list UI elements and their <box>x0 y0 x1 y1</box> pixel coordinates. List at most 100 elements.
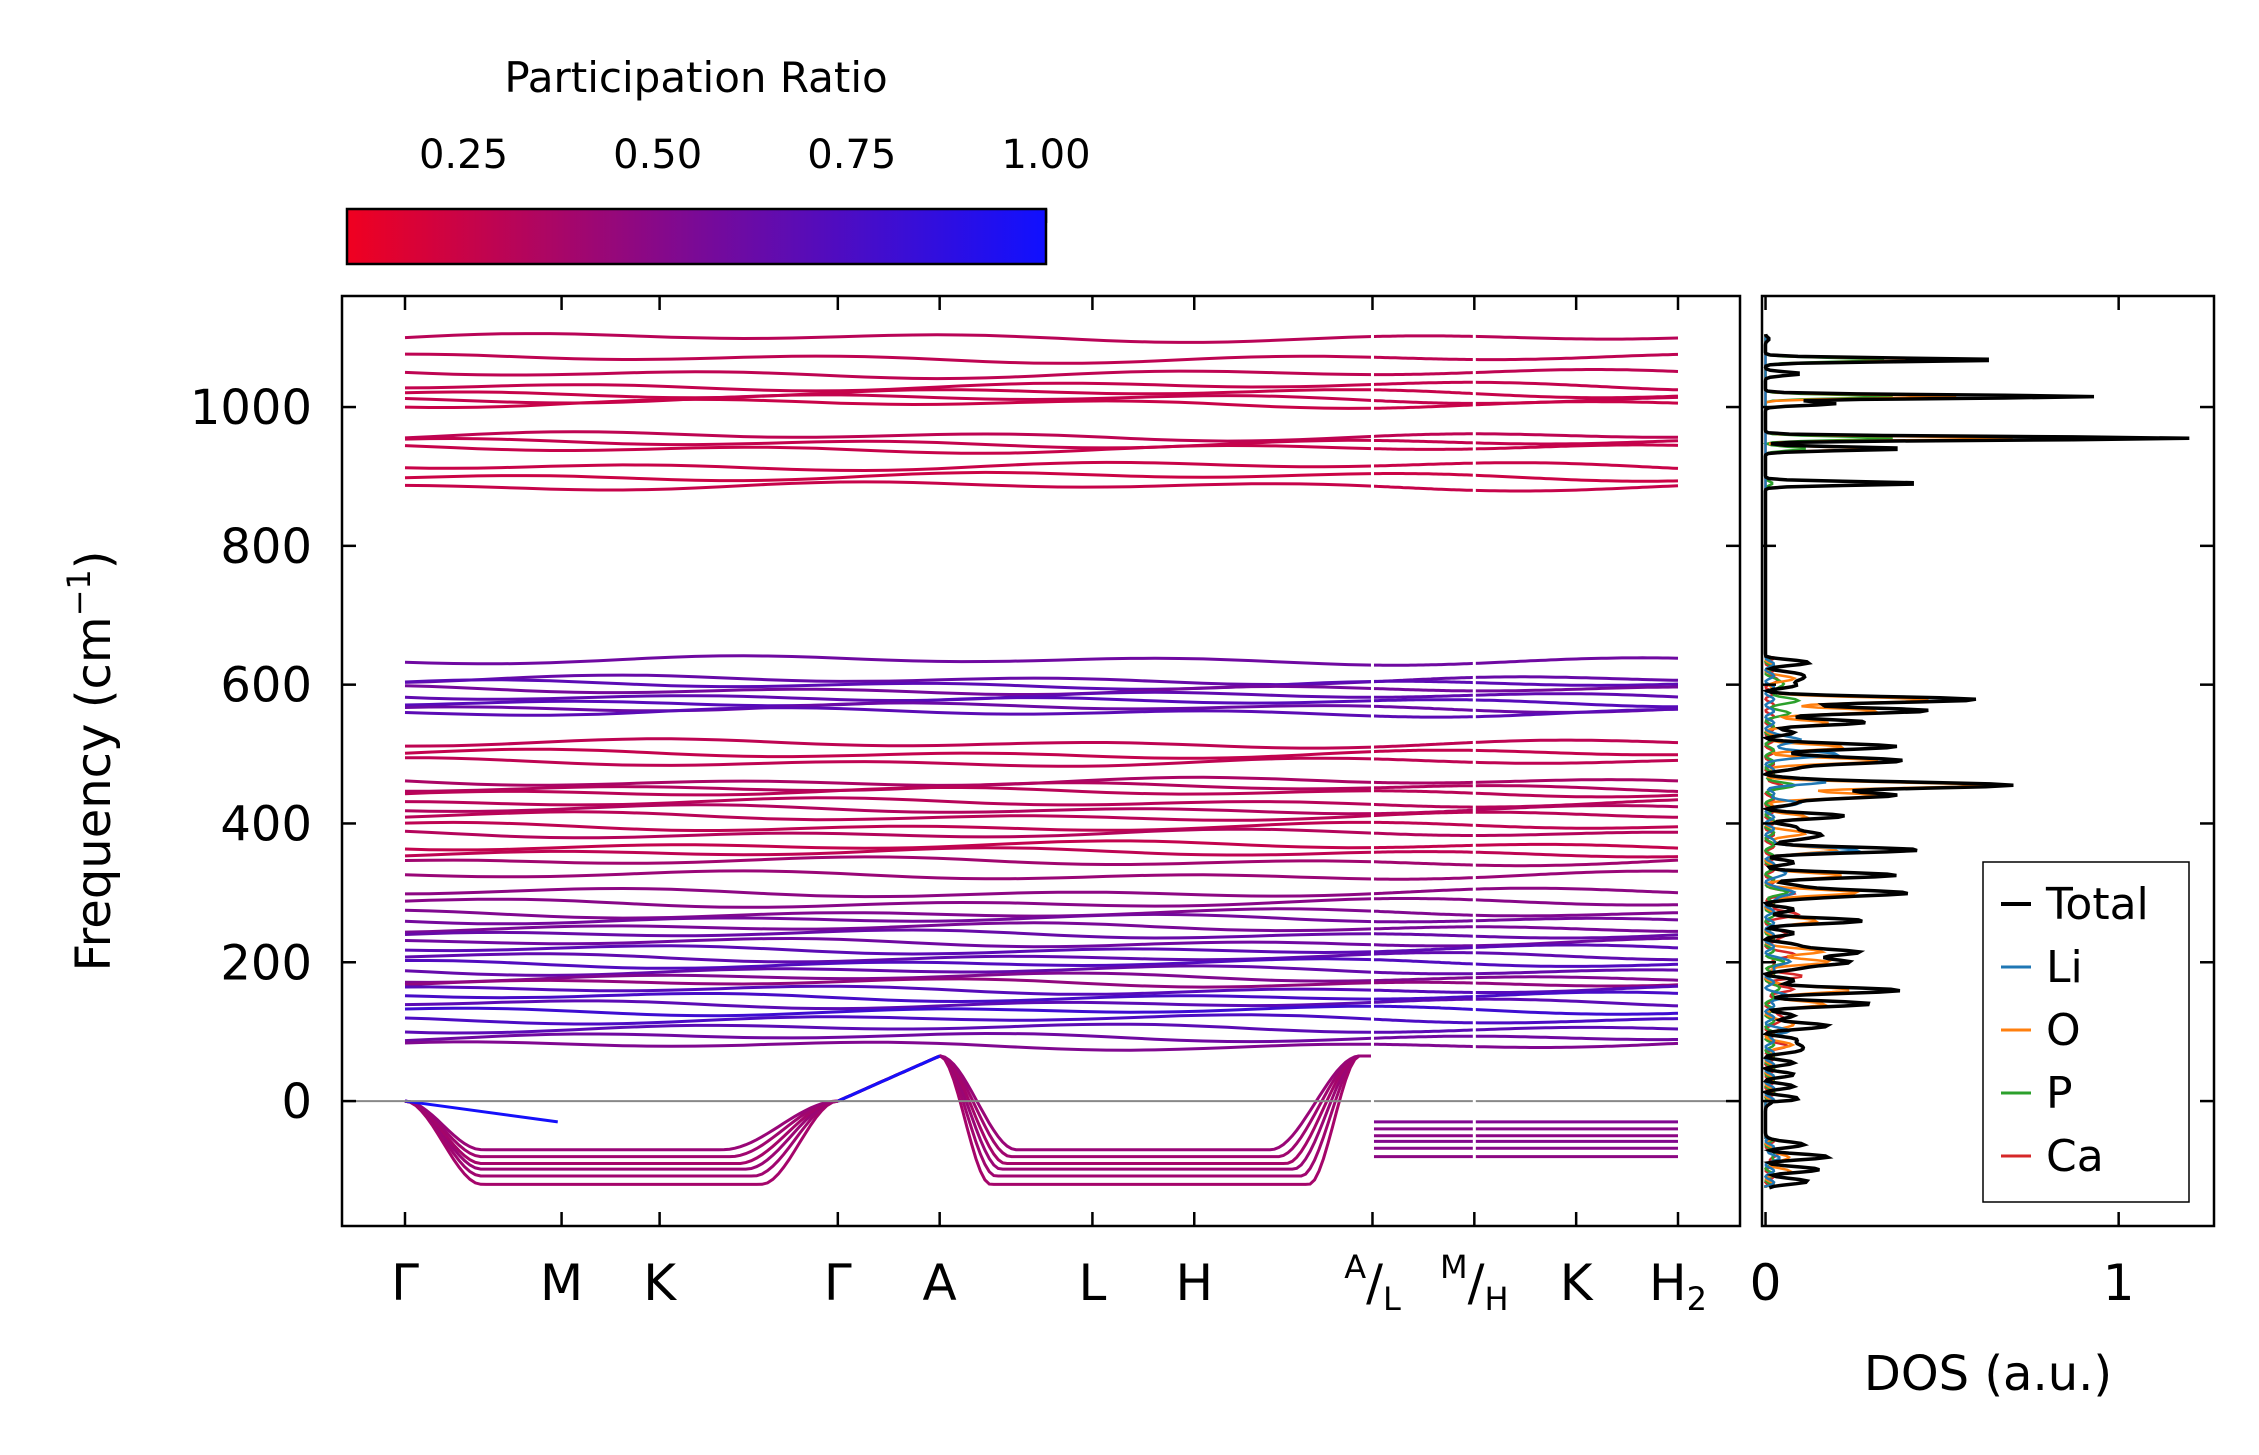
band-line <box>404 1040 1373 1052</box>
band-line <box>1474 432 1678 439</box>
band-line <box>404 796 1373 807</box>
band-line <box>1474 461 1679 470</box>
band-line <box>1372 679 1475 685</box>
kpath-label: A/L <box>1344 1248 1401 1318</box>
band-line <box>1372 876 1475 881</box>
legend-label-o: O <box>2046 1005 2081 1056</box>
kpath-label-sub: L <box>1383 1280 1401 1318</box>
band-line <box>1474 380 1679 392</box>
band-line <box>1474 810 1679 819</box>
y-axis-label-sup: −1 <box>60 569 98 616</box>
kpath-label: K <box>643 1254 677 1312</box>
band-line <box>1372 925 1475 931</box>
acoustic-band-line <box>404 1099 558 1124</box>
band-line <box>1372 399 1475 405</box>
kpath-label-sup: M <box>1440 1248 1468 1286</box>
soft-band-line <box>837 1054 1373 1159</box>
band-line <box>404 1013 1373 1026</box>
band-line <box>404 332 1373 344</box>
band-line <box>1372 946 1475 954</box>
band-line <box>1474 473 1679 483</box>
band-y-ticks: 0 200 400 600 800 1000 <box>190 380 1740 1130</box>
band-line <box>404 846 1373 858</box>
y-tick-label: 1000 <box>190 380 312 436</box>
band-line <box>1372 1004 1475 1011</box>
band-plot-frame <box>340 294 1742 1228</box>
band-line <box>1372 355 1475 361</box>
band-line <box>404 855 1373 866</box>
band-line <box>1474 850 1679 859</box>
band-line <box>1474 692 1679 699</box>
band-line <box>404 907 1373 920</box>
band-line <box>404 756 1373 768</box>
band-line <box>404 397 1373 410</box>
soft-band-line <box>404 1099 838 1165</box>
band-line <box>1372 461 1475 468</box>
band-line <box>1372 438 1475 445</box>
band-line <box>1372 432 1475 438</box>
band-line <box>1372 810 1475 818</box>
band-line <box>1474 886 1679 895</box>
soft-band-line <box>404 1099 838 1159</box>
band-line <box>404 803 1373 816</box>
band-line <box>1372 1017 1475 1025</box>
soft-band-line <box>404 1099 838 1152</box>
band-line <box>1372 780 1475 785</box>
band-line <box>1372 831 1475 837</box>
kpath-label: Γ <box>391 1254 419 1312</box>
colorbar-gradient <box>345 207 1048 266</box>
band-line <box>1372 748 1475 754</box>
band-line <box>1474 911 1678 918</box>
kpath-label: Γ <box>824 1254 852 1312</box>
band-line <box>1372 388 1475 396</box>
band-line <box>1372 887 1475 896</box>
colorbar-tick-label: 1.00 <box>1001 132 1090 178</box>
soft-band-line <box>404 1099 839 1178</box>
kpath-label-sub: H <box>1485 1280 1509 1318</box>
band-line <box>1372 1034 1475 1040</box>
band-line <box>1372 943 1475 948</box>
band-line <box>404 912 1373 926</box>
band-line <box>1372 843 1475 850</box>
band-line <box>1474 968 1679 976</box>
band-line <box>1474 869 1679 880</box>
band-line <box>404 443 1373 455</box>
legend-frame <box>1982 861 2190 1203</box>
band-line <box>1474 858 1679 868</box>
band-line <box>1372 1042 1475 1049</box>
band-line <box>404 701 1373 713</box>
band-line <box>1474 1008 1679 1016</box>
band-line <box>1474 1025 1679 1032</box>
soft-band-line <box>837 1054 1373 1152</box>
band-line <box>1474 685 1678 693</box>
kpath-label-slash: / <box>1366 1254 1383 1312</box>
band-line <box>1372 897 1475 902</box>
band-line <box>1474 698 1678 709</box>
band-line <box>1372 958 1475 966</box>
band-line <box>1474 784 1679 793</box>
soft-band-line <box>837 1054 1373 1186</box>
band-line <box>1474 352 1679 362</box>
band-line <box>1372 988 1475 994</box>
band-line <box>1372 693 1475 699</box>
band-line <box>1372 704 1475 712</box>
band-line <box>404 1031 1373 1044</box>
band-line <box>1372 403 1475 410</box>
band-line <box>404 747 1373 760</box>
band-line <box>1474 1017 1679 1025</box>
band-line <box>404 820 1373 832</box>
band-line <box>1474 758 1679 765</box>
band-line <box>405 957 1373 970</box>
band-line <box>404 869 1373 881</box>
soft-band-line <box>404 1099 839 1186</box>
band-line <box>1474 484 1679 493</box>
band-line <box>404 352 1373 365</box>
band-line <box>404 480 1373 492</box>
legend-items: Total Li OP Ca <box>2001 879 2149 1182</box>
y-tick-label: 200 <box>220 935 312 991</box>
y-axis-label-close: ) <box>66 550 122 569</box>
